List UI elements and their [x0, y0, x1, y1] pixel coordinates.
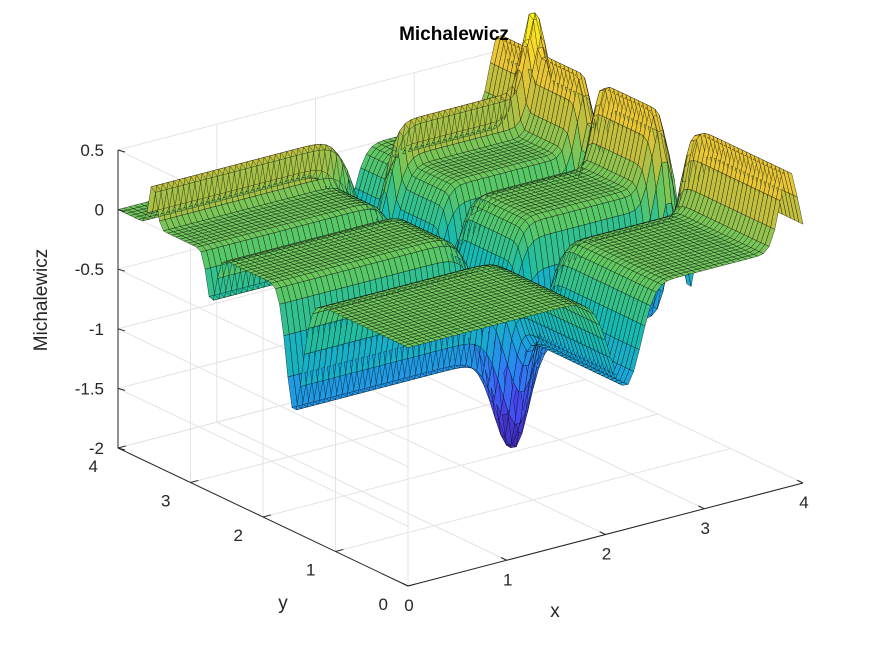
z-tick-label: 0.5 [80, 141, 104, 160]
x-tick-label: 2 [602, 545, 611, 564]
floor-grid-line [262, 413, 659, 518]
x-tick-label: 4 [799, 493, 808, 512]
chart-title: Michalewicz [399, 24, 509, 45]
back-wall-grid-line [117, 46, 514, 151]
y-tick-label: 0 [379, 595, 388, 614]
z-tick-label: -0.5 [75, 260, 104, 279]
side-wall-grid-line [117, 387, 409, 527]
y-tick-label: 1 [306, 561, 315, 580]
x-tick-mark [500, 557, 507, 561]
x-tick-label: 1 [503, 570, 512, 589]
x-tick-mark [796, 479, 804, 484]
z-tick-label: -1.5 [75, 379, 104, 398]
y-tick-label: 2 [234, 526, 243, 545]
z-tick-label: -1 [89, 320, 104, 339]
x-tick-label: 0 [404, 596, 413, 615]
y-tick-label: 4 [89, 457, 98, 476]
side-wall-grid-line [117, 328, 409, 468]
z-axis-label: Michalewicz [31, 249, 52, 351]
x-tick-mark [599, 531, 606, 535]
y-tick-mark [262, 514, 272, 518]
y-tick-mark [335, 548, 344, 552]
y-tick-mark [190, 479, 199, 483]
y-tick-mark [117, 445, 127, 449]
y-tick-label: 3 [161, 492, 170, 511]
x-tick-label: 3 [701, 519, 710, 538]
x-tick-mark [401, 582, 409, 587]
y-tick-mark [407, 583, 417, 587]
x-axis-label: x [550, 601, 560, 622]
floor-grid-line [335, 448, 731, 552]
z-tick-label: 0 [95, 201, 104, 220]
y-axis-label: y [278, 593, 288, 614]
surface-mesh [117, 12, 804, 448]
x-tick-mark [698, 505, 705, 510]
z-tick-label: -2 [89, 439, 104, 458]
